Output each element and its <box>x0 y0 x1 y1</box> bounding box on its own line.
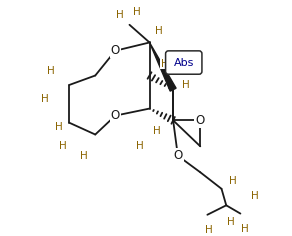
Text: H: H <box>251 191 258 201</box>
Text: H: H <box>133 7 141 17</box>
Text: H: H <box>136 141 144 151</box>
Text: H: H <box>41 94 48 104</box>
Text: H: H <box>55 122 62 132</box>
Text: O: O <box>111 109 120 122</box>
Text: O: O <box>111 44 120 57</box>
Text: H: H <box>46 66 54 76</box>
Text: O: O <box>196 114 205 127</box>
Text: H: H <box>227 217 234 227</box>
Text: H: H <box>230 176 237 185</box>
Text: H: H <box>80 151 87 161</box>
Text: H: H <box>155 26 162 36</box>
Text: H: H <box>161 59 169 69</box>
Text: H: H <box>241 224 249 234</box>
Text: H: H <box>153 126 161 136</box>
Text: H: H <box>182 80 190 90</box>
Text: Abs: Abs <box>173 58 194 67</box>
Polygon shape <box>150 42 176 91</box>
Text: H: H <box>59 141 67 151</box>
Text: O: O <box>173 149 182 162</box>
Text: H: H <box>116 10 124 20</box>
FancyBboxPatch shape <box>166 51 202 74</box>
Text: H: H <box>205 225 212 235</box>
